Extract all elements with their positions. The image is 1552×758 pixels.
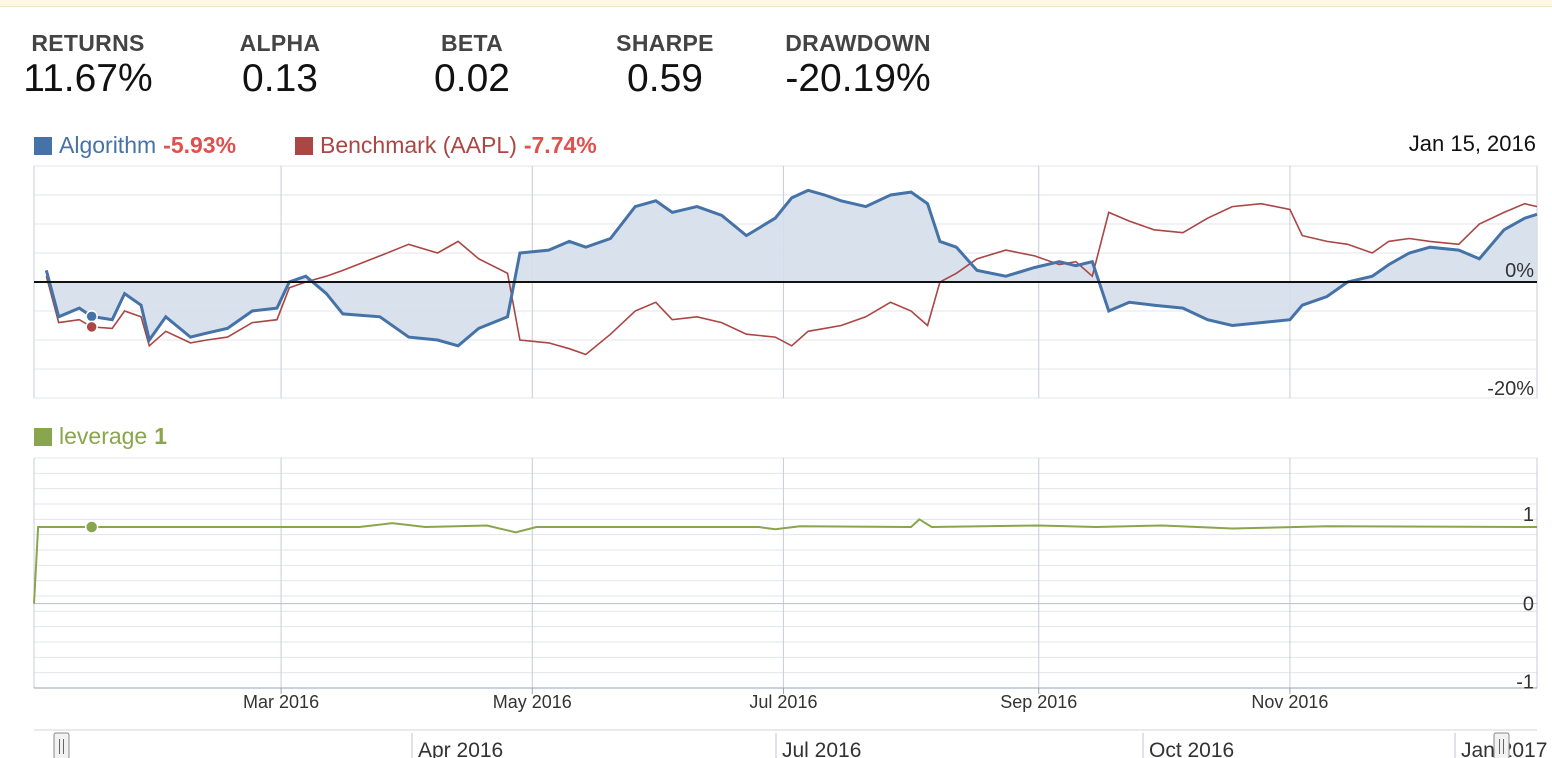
stat-beta: BETA 0.02 [407, 30, 537, 101]
navigator[interactable]: Apr 2016 Jul 2016 Oct 2016 Jan 2017 [34, 729, 1547, 758]
leverage-series-line[interactable] [33, 518, 1538, 604]
leverage-plot-frame [34, 458, 1537, 688]
stat-drawdown-label: DRAWDOWN [785, 30, 931, 56]
benchmark-legend-value: -7.74% [523, 132, 597, 158]
leverage-legend-label: leverage [59, 423, 148, 449]
legend-algorithm[interactable]: Algorithm -5.93% [34, 132, 236, 159]
benchmark-series-line[interactable] [45, 202, 1538, 356]
top-banner [0, 0, 1552, 7]
navigator-right-handle[interactable] [1493, 732, 1510, 758]
algorithm-hover-point[interactable] [85, 310, 98, 323]
y-tick-label: -1 [1516, 671, 1534, 693]
x-tick-label: Mar 2016 [243, 692, 319, 712]
chart-axes: 0% -20% 1 0 -1 Mar 2016 May 2016 Jul 2016 Sep 20… [34, 260, 1537, 712]
stat-sharpe-value: 0.59 [627, 57, 703, 100]
stat-beta-label: BETA [440, 30, 504, 56]
stat-returns-label: RETURNS [31, 30, 145, 56]
navigator-label: Apr 2016 [418, 739, 503, 758]
stat-sharpe-label: SHARPE [616, 30, 714, 56]
y-tick-label: 0% [1505, 260, 1534, 282]
stat-drawdown-value: -20.19% [785, 57, 931, 100]
stat-alpha-label: ALPHA [239, 30, 321, 56]
y-tick-label: -20% [1487, 378, 1534, 400]
stat-drawdown: DRAWDOWN -20.19% [778, 30, 938, 101]
legend-leverage[interactable]: leverage 1 [34, 423, 167, 450]
algorithm-series-line[interactable] [44, 188, 1538, 348]
leverage-plot[interactable] [33, 518, 1538, 604]
benchmark-legend-label: Benchmark (AAPL) [320, 132, 517, 158]
navigator-label: Jul 2016 [782, 739, 861, 758]
leverage-swatch [34, 427, 52, 446]
y-tick-label: 1 [1523, 504, 1534, 526]
leverage-hover-point[interactable] [84, 520, 99, 534]
y-tick-label: 0 [1523, 594, 1534, 616]
algorithm-legend-value: -5.93% [163, 132, 237, 158]
leverage-legend-value: 1 [154, 423, 168, 449]
returns-plot[interactable] [44, 188, 1538, 356]
stat-returns-value: 11.67% [23, 57, 153, 100]
x-tick-label: Jul 2016 [749, 692, 817, 712]
stat-returns: RETURNS 11.67% [18, 30, 158, 101]
navigator-left-handle[interactable] [53, 732, 70, 758]
stat-beta-value: 0.02 [434, 57, 510, 100]
stat-alpha: ALPHA 0.13 [215, 30, 345, 101]
stat-alpha-value: 0.13 [242, 57, 318, 100]
navigator-label: Oct 2016 [1149, 739, 1234, 758]
stat-sharpe: SHARPE 0.59 [600, 30, 730, 101]
algorithm-area [46, 190, 1538, 346]
algorithm-legend-label: Algorithm [59, 132, 157, 158]
algorithm-swatch [34, 136, 52, 155]
x-tick-label: Sep 2016 [1000, 692, 1077, 712]
x-tick-label: May 2016 [493, 692, 572, 712]
benchmark-hover-point[interactable] [85, 320, 98, 334]
legend-benchmark[interactable]: Benchmark (AAPL) -7.74% [295, 132, 597, 159]
benchmark-swatch [295, 136, 313, 155]
hover-date: Jan 15, 2016 [1408, 131, 1536, 156]
x-tick-label: Nov 2016 [1251, 692, 1328, 712]
